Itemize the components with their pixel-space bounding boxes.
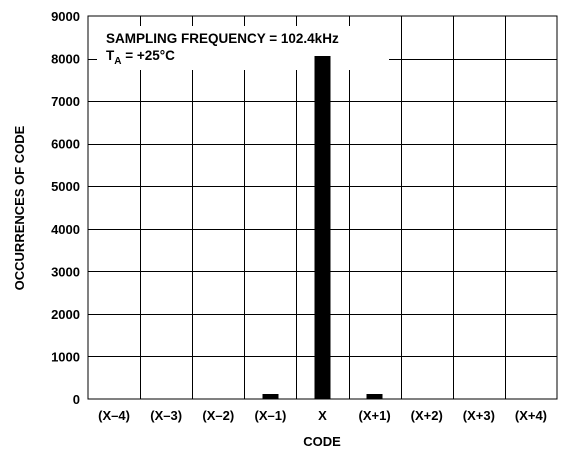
x-tick-label: (X–3) bbox=[150, 408, 182, 423]
y-tick-label: 3000 bbox=[51, 264, 80, 279]
plot-frame bbox=[87, 15, 558, 400]
bar bbox=[314, 56, 331, 399]
y-axis-title: OCCURRENCES OF CODE bbox=[12, 125, 27, 290]
x-tick-label: (X+3) bbox=[463, 408, 495, 423]
temperature-symbol: T bbox=[106, 48, 115, 63]
bars bbox=[262, 56, 383, 399]
x-tick-label: (X–4) bbox=[98, 408, 130, 423]
y-tick-label: 5000 bbox=[51, 179, 80, 194]
temperature-value: = +25°C bbox=[121, 48, 175, 63]
temperature-subscript: A bbox=[114, 56, 121, 67]
y-tick-label: 0 bbox=[73, 392, 80, 407]
y-tick-label: 1000 bbox=[51, 349, 80, 364]
x-tick-label: X bbox=[318, 408, 327, 423]
x-axis-title: CODE bbox=[303, 434, 341, 449]
bar bbox=[262, 393, 279, 399]
bar bbox=[366, 393, 383, 399]
y-tick-label: 6000 bbox=[51, 137, 80, 152]
x-tick-label: (X–1) bbox=[254, 408, 286, 423]
x-tick-labels: (X–4) (X–3) (X–2) (X–1) X (X+1) (X+2) (X+3) (X+4… bbox=[98, 408, 547, 423]
temperature-annotation: TA = +25°C bbox=[106, 48, 175, 67]
sampling-frequency-annotation: SAMPLING FREQUENCY = 102.4kHz bbox=[106, 31, 339, 46]
x-tick-label: (X+4) bbox=[515, 408, 547, 423]
x-tick-label: (X+1) bbox=[359, 408, 391, 423]
y-tick-label: 7000 bbox=[51, 94, 80, 109]
y-tick-label: 4000 bbox=[51, 222, 80, 237]
y-tick-label: 8000 bbox=[51, 52, 80, 67]
x-tick-label: (X+2) bbox=[411, 408, 443, 423]
annotation-background bbox=[97, 26, 389, 70]
y-tick-labels: 0 1000 2000 3000 4000 5000 6000 7000 8000 9000 bbox=[51, 9, 80, 407]
y-tick-label: 9000 bbox=[51, 9, 80, 24]
y-tick-label: 2000 bbox=[51, 307, 80, 322]
x-tick-label: (X–2) bbox=[202, 408, 234, 423]
